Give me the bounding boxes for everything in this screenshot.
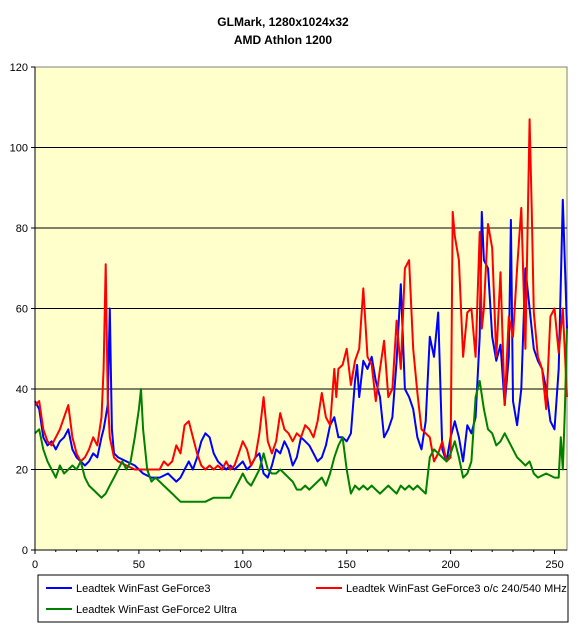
x-tick-label: 0	[32, 559, 38, 571]
y-tick-label: 100	[10, 143, 28, 155]
legend-label-2: Leadtek WinFast GeForce3 o/c 240/540 MHz	[346, 583, 567, 595]
legend: Leadtek WinFast GeForce3 Leadtek WinFast …	[37, 574, 569, 623]
x-tick-label: 250	[545, 559, 563, 571]
legend-box	[37, 574, 569, 623]
y-tick-label: 0	[22, 545, 28, 557]
x-tick-label: 50	[133, 559, 145, 571]
chart-title-line-1: GLMark, 1280x1024x32	[217, 15, 349, 29]
series-line-1	[34, 198, 568, 483]
y-tick-label: 40	[16, 384, 28, 396]
y-tick-label: 20	[16, 465, 28, 477]
y-tick-label: 80	[16, 223, 28, 235]
legend-label-1: Leadtek WinFast GeForce3	[76, 583, 211, 595]
series-line-3	[34, 328, 568, 503]
y-tick-label: 120	[10, 62, 28, 74]
axes: 0 20 40 60 80 100 120 0 50 100 150 200 250	[10, 62, 567, 571]
x-tick-label: 150	[338, 559, 356, 571]
chart-title-line-2: AMD Athlon 1200	[234, 33, 333, 47]
series-layer	[34, 118, 568, 503]
x-tick-label: 100	[234, 559, 252, 571]
y-tick-label: 60	[16, 304, 28, 316]
x-tick-label: 200	[441, 559, 459, 571]
legend-label-3: Leadtek WinFast GeForce2 Ultra	[76, 604, 238, 616]
series-line-2	[34, 118, 568, 471]
